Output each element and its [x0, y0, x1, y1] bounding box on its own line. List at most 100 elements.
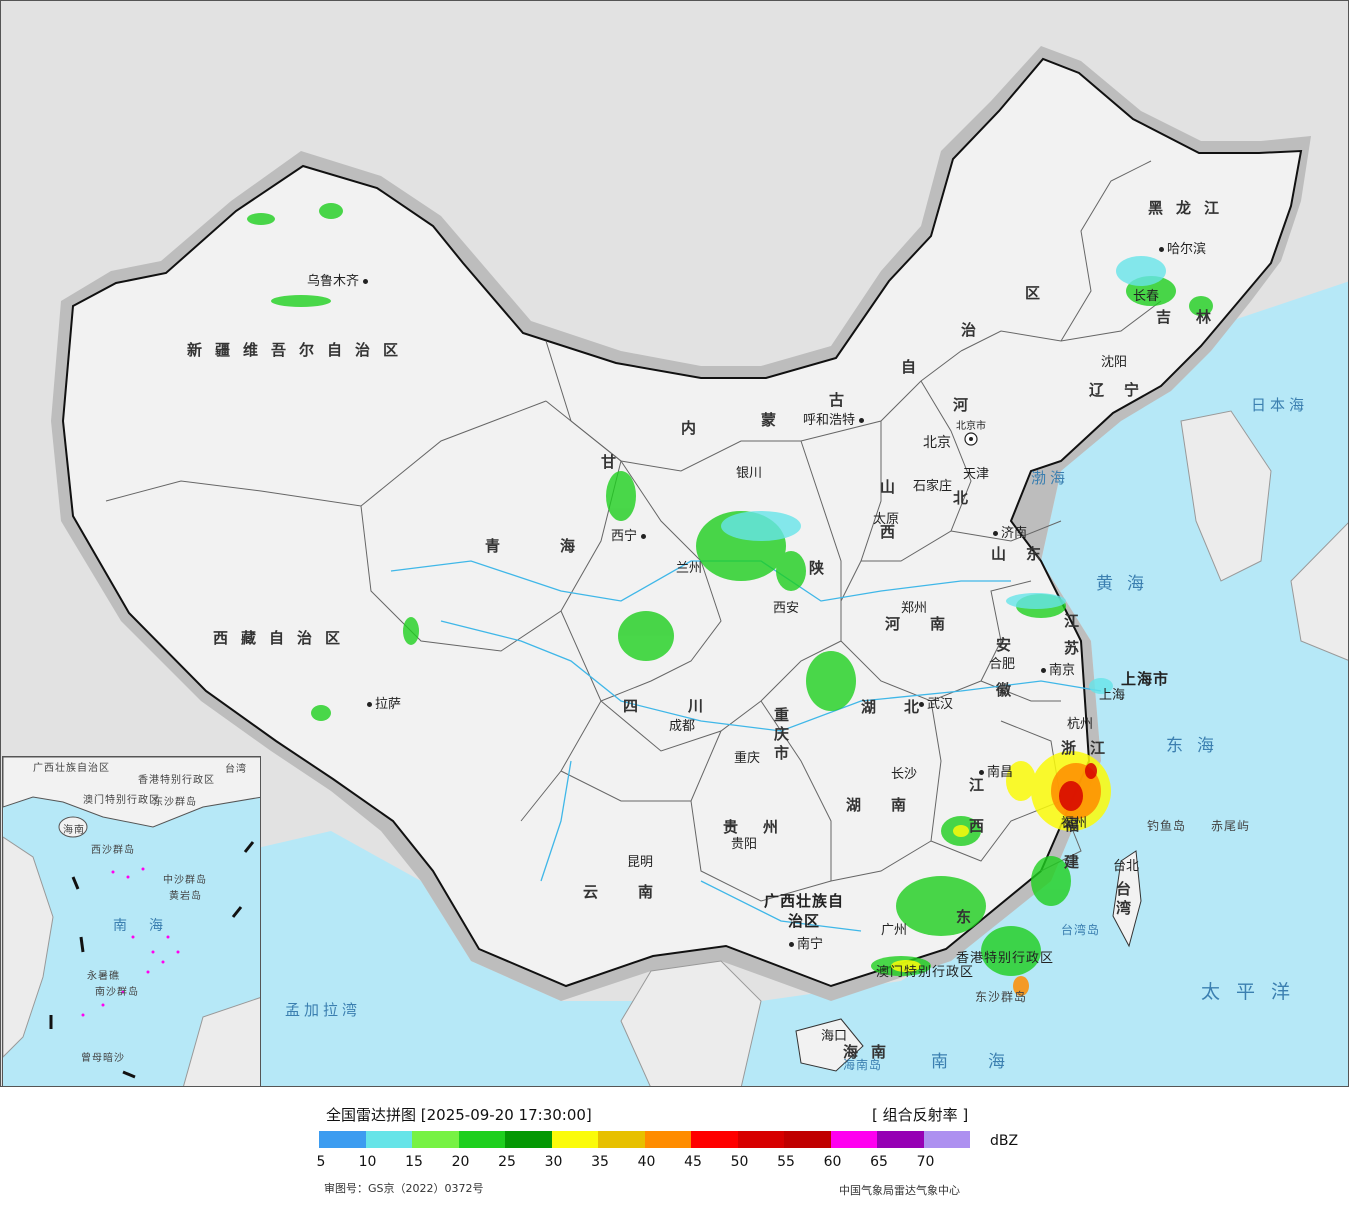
sea-bohai: 渤海 — [1031, 469, 1070, 487]
region-hainan: 海南 — [843, 1043, 900, 1061]
korea-peninsula — [1180, 410, 1272, 582]
city-shijiazhuang: 石家庄 — [913, 479, 953, 494]
city-tianjin: 天津 — [963, 467, 990, 482]
region-aomen: 澳门特别行政区 — [876, 965, 975, 980]
sea-mengjialawan: 孟加拉湾 — [285, 1001, 362, 1019]
region-heilongjiang: 黑龙江 — [1148, 199, 1233, 217]
region-jiangxi: 江西 — [967, 777, 985, 859]
color-swatch — [737, 1131, 784, 1148]
legend-tick-label: 15 — [405, 1154, 423, 1170]
city-fuzhou: 福州 — [1061, 816, 1088, 831]
region-sichuan: 四川 — [623, 697, 754, 715]
color-swatch — [784, 1131, 831, 1148]
city-jinan: 济南 — [993, 522, 1027, 541]
inset-nanhai: 南海 — [113, 918, 185, 934]
legend-panel: 全国雷达拼图 [2025-09-20 17:30:00] [ 组合反射率 ] d… — [0, 1088, 1349, 1208]
region-anhui: 安徽 — [994, 637, 1012, 727]
region-hebei-2: 北 — [953, 489, 982, 507]
color-swatch — [598, 1131, 645, 1148]
color-swatch — [319, 1131, 366, 1148]
city-beijing-municipality: 北京市 — [956, 421, 986, 432]
legend-tick-label: 10 — [358, 1154, 377, 1170]
color-swatch — [644, 1131, 691, 1148]
inset-hainan: 海南 — [63, 825, 85, 836]
legend-tick-label: 45 — [684, 1154, 702, 1170]
sea-donghai: 东海 — [1166, 736, 1228, 756]
region-neimenggu-3: 古 — [829, 391, 858, 409]
color-scale-bar — [319, 1131, 970, 1148]
producer-credit: 中国气象局雷达气象中心 — [839, 1184, 960, 1197]
sea-taipingyang: 太平洋 — [1201, 981, 1307, 1003]
city-chongqing: 重庆 — [734, 751, 761, 766]
region-neimenggu-1: 内 — [681, 419, 710, 437]
sea-huanghai: 黄海 — [1096, 574, 1158, 594]
island-chiwei: 赤尾屿 — [1211, 819, 1251, 833]
city-nanchang: 南昌 — [979, 761, 1013, 780]
region-guizhou: 贵州 — [723, 818, 804, 836]
region-taiwan: 台湾 — [1114, 881, 1132, 919]
city-hefei: 合肥 — [989, 657, 1016, 672]
inset-xisha: 西沙群岛 — [91, 845, 135, 856]
city-zhengzhou: 郑州 — [901, 601, 928, 616]
color-swatch — [923, 1131, 970, 1148]
city-urumqi: 乌鲁木齐 — [307, 270, 371, 289]
color-swatch — [691, 1131, 738, 1148]
island-dongsha: 东沙群岛 — [975, 990, 1028, 1004]
region-qinghai: 青海 — [485, 537, 636, 555]
color-swatch — [458, 1131, 505, 1148]
region-jilin: 吉林 — [1156, 308, 1237, 326]
sea-nanhai: 南海 — [931, 1052, 1045, 1072]
japan-islands — [1290, 522, 1348, 661]
color-swatch — [412, 1131, 459, 1148]
island-taiwan: 台湾岛 — [1061, 923, 1101, 937]
inset-taiwan: 台湾 — [225, 764, 247, 775]
city-guangzhou: 广州 — [881, 923, 908, 938]
inset-xianggang: 香港特别行政区 — [138, 775, 215, 786]
city-guiyang: 贵阳 — [731, 837, 758, 852]
island-diaoyu: 钓鱼岛 — [1147, 819, 1187, 833]
inset-huangyan: 黄岩岛 — [169, 891, 202, 902]
color-swatch — [830, 1131, 877, 1148]
city-shanghai: 上海 — [1099, 688, 1126, 703]
city-haerbin: 哈尔滨 — [1159, 238, 1206, 257]
island-hainan: 海南岛 — [843, 1058, 883, 1072]
inset-aomen: 澳门特别行政区 — [83, 795, 160, 806]
region-chongqing: 重庆市 — [772, 707, 790, 764]
region-jiangsu: 江苏 — [1062, 613, 1080, 667]
city-lanzhou: 兰州 — [676, 561, 703, 576]
city-huhehaote: 呼和浩特 — [803, 409, 867, 428]
province-boundaries — [105, 160, 1162, 902]
city-xining: 西宁 — [611, 525, 649, 544]
region-shanxi: 山西 — [878, 479, 896, 569]
city-wuhan: 武汉 — [919, 693, 953, 712]
legend-tick-label: 5 — [316, 1154, 326, 1170]
city-nanjing: 南京 — [1041, 659, 1075, 678]
legend-tick-label: 40 — [637, 1154, 656, 1170]
radar-echoes — [247, 203, 1213, 996]
region-shanghai: 上海市 — [1121, 670, 1170, 688]
legend-tick-label: 20 — [451, 1154, 470, 1170]
region-gansu: 甘 — [601, 453, 630, 471]
color-swatch — [877, 1131, 924, 1148]
legend-tick-label: 65 — [870, 1154, 888, 1170]
city-hangzhou: 杭州 — [1067, 717, 1094, 732]
region-hebei-1: 河 — [953, 396, 982, 414]
legend-tick-label: 25 — [498, 1154, 516, 1170]
radar-map: 新疆维吾尔自治区 西藏自治区 青海 甘 四川 云南 贵州 广西壮族自治区 东 湖… — [0, 0, 1349, 1087]
region-hubei: 湖北 — [861, 698, 948, 716]
city-shenyang: 沈阳 — [1101, 355, 1128, 370]
color-swatch — [551, 1131, 598, 1148]
city-xian: 西安 — [773, 601, 800, 616]
city-chengdu: 成都 — [669, 719, 696, 734]
inset-guangxi: 广西壮族自治区 — [33, 763, 110, 774]
bay-of-bengal — [131, 831, 701, 1086]
inset-nansha: 南沙群岛 — [95, 987, 139, 998]
region-neimenggu-2: 蒙 — [761, 411, 790, 429]
south-china-sea-inset: 广西壮族自治区 香港特别行政区 澳门特别行政区 海南 东沙群岛 台湾 西沙群岛 … — [2, 756, 261, 1086]
inset-zhongsha: 中沙群岛 — [163, 875, 207, 886]
china-base-map — [51, 46, 1348, 1086]
region-fujian: 福建 — [1062, 817, 1080, 891]
hainan-island — [795, 1018, 864, 1072]
inset-cengmu: 曾母暗沙 — [81, 1053, 125, 1064]
city-yinchuan: 银川 — [736, 466, 763, 481]
